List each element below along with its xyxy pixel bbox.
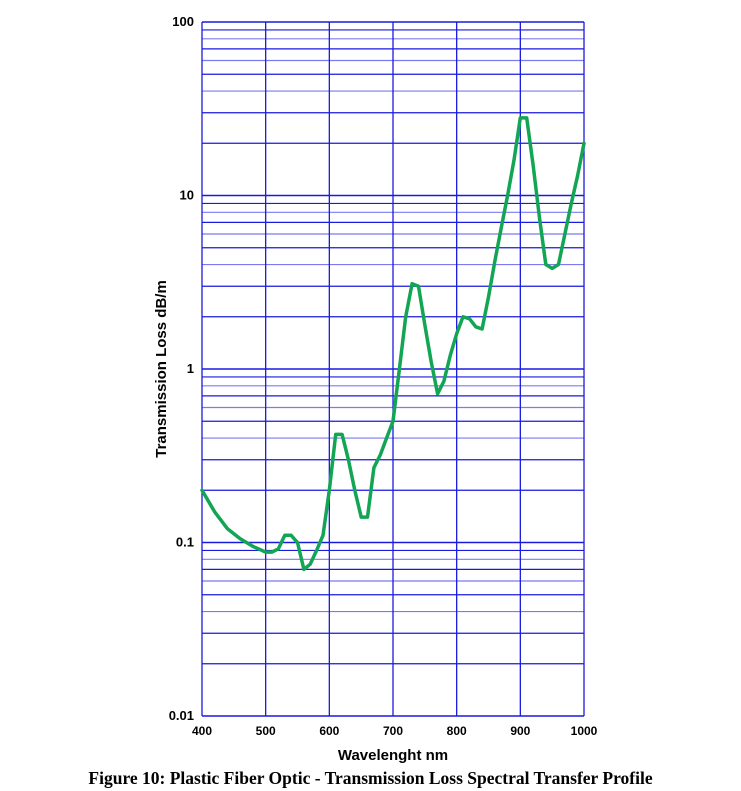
- x-tick-label: 400: [192, 724, 212, 738]
- x-tick-label: 500: [256, 724, 276, 738]
- x-tick-label: 600: [319, 724, 339, 738]
- x-tick-label: 700: [383, 724, 403, 738]
- x-axis-label: Wavelenght nm: [338, 747, 448, 764]
- y-tick-label: 100: [172, 14, 194, 29]
- y-axis-label: Transmission Loss dB/m: [153, 280, 170, 458]
- transmission-loss-line: [200, 116, 586, 572]
- y-axis-tick-labels: 0.01 0.1 1 10 100: [169, 14, 194, 723]
- x-tick-label: 900: [510, 724, 530, 738]
- chart: 0.01 0.1 1 10 100 400 500 600 700 800 900 1000 Tra…: [153, 14, 598, 764]
- x-axis-tick-labels: 400 500 600 700 800 900 1000: [192, 724, 598, 738]
- figure-caption: Figure 10: Plastic Fiber Optic - Transmi…: [88, 768, 653, 788]
- x-tick-label: 800: [447, 724, 467, 738]
- grid-major-lines: [201, 21, 585, 717]
- y-tick-label: 1: [187, 361, 194, 376]
- y-tick-label: 0.1: [176, 535, 194, 550]
- x-tick-label: 1000: [571, 724, 598, 738]
- y-tick-label: 0.01: [169, 708, 194, 723]
- y-tick-label: 10: [180, 188, 194, 203]
